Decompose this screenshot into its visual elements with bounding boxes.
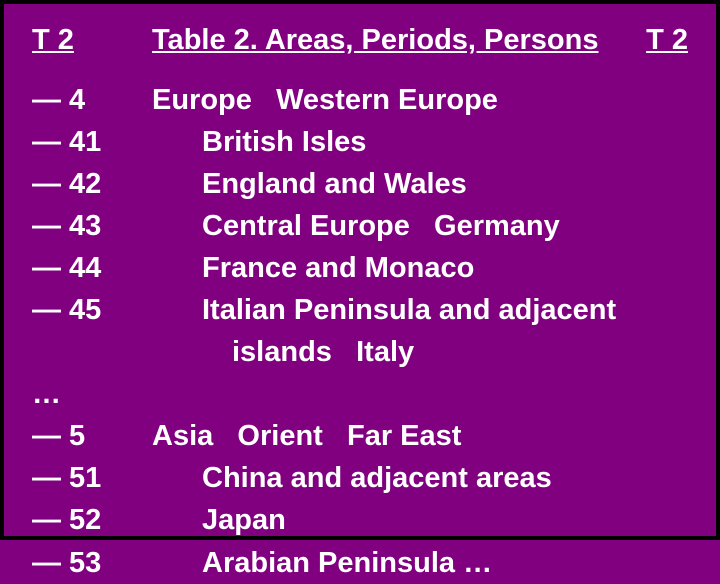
row-desc: British Isles	[152, 121, 688, 163]
table-row: islands Italy	[32, 331, 688, 373]
row-code: — 43	[32, 205, 152, 247]
row-desc: Europe Western Europe	[152, 79, 688, 121]
row-code: …	[32, 373, 152, 415]
table-row: — 5 Asia Orient Far East	[32, 415, 688, 457]
header-code-left: T 2	[32, 24, 132, 57]
row-code: — 45	[32, 289, 152, 331]
table-header: T 2 Table 2. Areas, Periods, Persons T 2	[32, 24, 688, 57]
row-desc: Italian Peninsula and adjacent	[152, 289, 688, 331]
table-row: — 44 France and Monaco	[32, 247, 688, 289]
row-desc: Central Europe Germany	[152, 205, 688, 247]
table-row: — 4 Europe Western Europe	[32, 79, 688, 121]
row-code: — 42	[32, 163, 152, 205]
row-desc: islands Italy	[152, 331, 688, 373]
row-code: — 53	[32, 542, 152, 584]
row-code: — 4	[32, 79, 152, 121]
table-row: — 53 Arabian Peninsula …	[32, 542, 688, 584]
row-code: — 5	[32, 415, 152, 457]
row-desc: England and Wales	[152, 163, 688, 205]
table-row: — 52 Japan	[32, 499, 688, 541]
header-title: Table 2. Areas, Periods, Persons	[132, 24, 628, 57]
table-row: — 43 Central Europe Germany	[32, 205, 688, 247]
row-code: — 41	[32, 121, 152, 163]
table-row: — 42 England and Wales	[32, 163, 688, 205]
row-desc: Japan	[152, 499, 688, 541]
table-row: — 45 Italian Peninsula and adjacent	[32, 289, 688, 331]
row-code: — 51	[32, 457, 152, 499]
row-desc	[152, 373, 688, 415]
row-code	[32, 331, 152, 373]
row-code: — 44	[32, 247, 152, 289]
row-desc: Arabian Peninsula …	[152, 542, 688, 584]
table-row: — 41 British Isles	[32, 121, 688, 163]
table-row: — 51 China and adjacent areas	[32, 457, 688, 499]
table-row: …	[32, 373, 688, 415]
row-desc: France and Monaco	[152, 247, 688, 289]
table-body: — 4 Europe Western Europe — 41 British I…	[32, 79, 688, 584]
header-code-right: T 2	[628, 24, 688, 57]
row-desc: Asia Orient Far East	[152, 415, 688, 457]
row-code: — 52	[32, 499, 152, 541]
row-desc: China and adjacent areas	[152, 457, 688, 499]
